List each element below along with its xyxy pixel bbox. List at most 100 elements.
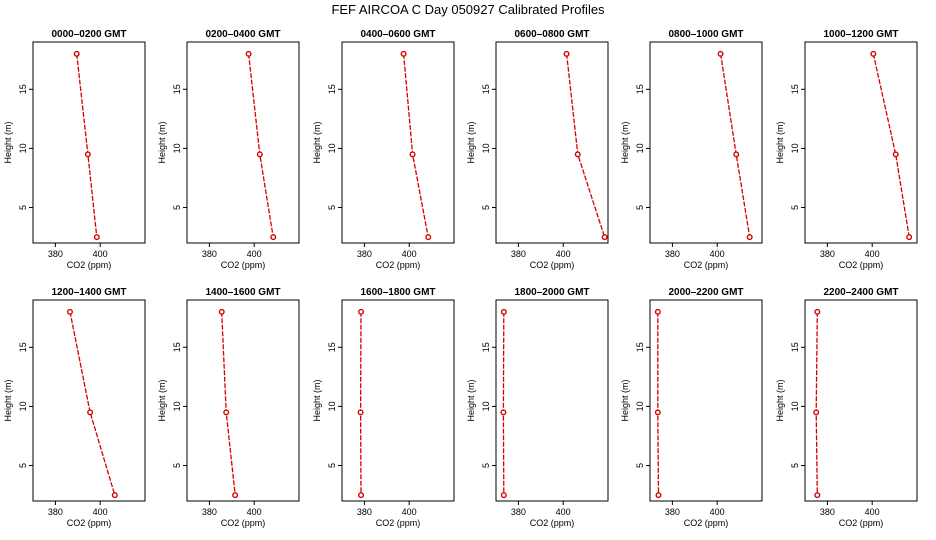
x-axis-label: CO2 (ppm) bbox=[376, 518, 421, 528]
x-axis-label: CO2 (ppm) bbox=[221, 518, 266, 528]
x-axis-label: CO2 (ppm) bbox=[839, 260, 884, 270]
data-point bbox=[500, 308, 507, 315]
data-point bbox=[892, 151, 899, 158]
y-tick-label: 10 bbox=[635, 401, 645, 411]
profile-line bbox=[815, 311, 818, 496]
y-tick-label: 10 bbox=[790, 143, 800, 153]
y-tick-label: 5 bbox=[18, 463, 28, 468]
panel-title: 0600–0800 GMT bbox=[514, 29, 589, 40]
y-tick-label: 10 bbox=[172, 401, 182, 411]
x-tick-label: 380 bbox=[357, 249, 372, 259]
data-point bbox=[409, 151, 416, 158]
y-tick-label: 10 bbox=[790, 401, 800, 411]
x-tick-label: 380 bbox=[357, 507, 372, 517]
profile-panel: 1400–1600 GMT 380 400 5 10 15 CO2 (ppm) Height … bbox=[157, 287, 300, 528]
plot-frame bbox=[804, 299, 918, 502]
y-tick-label: 15 bbox=[327, 84, 337, 94]
y-tick-label: 5 bbox=[635, 205, 645, 210]
plot-frame bbox=[341, 41, 455, 244]
profile-panel: 1000–1200 GMT 380 400 5 10 15 CO2 (ppm) Height … bbox=[775, 29, 918, 270]
x-tick-label: 380 bbox=[820, 507, 835, 517]
data-point bbox=[746, 234, 753, 241]
data-point bbox=[601, 234, 608, 241]
profile-panel: 1800–2000 GMT 380 400 5 10 15 CO2 (ppm) Height … bbox=[466, 287, 609, 528]
y-tick-label: 15 bbox=[635, 342, 645, 352]
x-tick-label: 400 bbox=[865, 507, 880, 517]
profile-line bbox=[402, 53, 429, 238]
panel-title: 0000–0200 GMT bbox=[51, 29, 126, 40]
figure-title: FEF AIRCOA C Day 050927 Calibrated Profi… bbox=[331, 2, 605, 17]
x-tick-label: 400 bbox=[93, 249, 108, 259]
data-point bbox=[270, 234, 277, 241]
y-tick-label: 10 bbox=[327, 401, 337, 411]
data-point bbox=[500, 409, 507, 416]
data-point bbox=[814, 492, 821, 499]
x-axis-label: CO2 (ppm) bbox=[684, 260, 729, 270]
profile-line bbox=[247, 53, 274, 238]
x-axis-label: CO2 (ppm) bbox=[530, 518, 575, 528]
plot-frame bbox=[32, 299, 146, 502]
data-point bbox=[93, 234, 100, 241]
data-point bbox=[84, 151, 91, 158]
y-axis-label: Height (m) bbox=[620, 379, 630, 421]
y-tick-label: 15 bbox=[481, 342, 491, 352]
data-point bbox=[906, 234, 913, 241]
profile-line bbox=[872, 53, 910, 238]
x-tick-label: 400 bbox=[247, 507, 262, 517]
y-tick-label: 5 bbox=[481, 463, 491, 468]
y-axis-label: Height (m) bbox=[620, 121, 630, 163]
profile-line bbox=[657, 311, 660, 496]
plot-frame bbox=[186, 299, 300, 502]
plot-frame bbox=[649, 41, 763, 244]
x-axis-label: CO2 (ppm) bbox=[839, 518, 884, 528]
profile-panel: 2000–2200 GMT 380 400 5 10 15 CO2 (ppm) Height … bbox=[620, 287, 763, 528]
data-point bbox=[223, 409, 230, 416]
x-tick-label: 380 bbox=[202, 249, 217, 259]
x-axis-label: CO2 (ppm) bbox=[376, 260, 421, 270]
y-axis-label: Height (m) bbox=[312, 121, 322, 163]
y-axis-label: Height (m) bbox=[3, 379, 13, 421]
y-tick-label: 15 bbox=[635, 84, 645, 94]
data-point bbox=[400, 50, 407, 57]
panel-title: 2000–2200 GMT bbox=[668, 287, 743, 298]
panel-title: 1400–1600 GMT bbox=[205, 287, 280, 298]
profile-panel: 2200–2400 GMT 380 400 5 10 15 CO2 (ppm) Height … bbox=[775, 287, 918, 528]
panel-title: 0200–0400 GMT bbox=[205, 29, 280, 40]
data-point bbox=[574, 151, 581, 158]
y-axis-label: Height (m) bbox=[775, 121, 785, 163]
profile-line bbox=[221, 311, 236, 496]
data-point bbox=[813, 409, 820, 416]
profile-panel: 0800–1000 GMT 380 400 5 10 15 CO2 (ppm) Height … bbox=[620, 29, 763, 270]
y-tick-label: 5 bbox=[481, 205, 491, 210]
x-tick-label: 380 bbox=[202, 507, 217, 517]
x-axis-label: CO2 (ppm) bbox=[67, 518, 112, 528]
y-tick-label: 5 bbox=[790, 463, 800, 468]
profile-line bbox=[719, 53, 751, 238]
profile-line bbox=[69, 311, 116, 496]
y-tick-label: 15 bbox=[481, 84, 491, 94]
y-tick-label: 5 bbox=[18, 205, 28, 210]
y-tick-label: 10 bbox=[327, 143, 337, 153]
data-point bbox=[87, 409, 94, 416]
x-axis-label: CO2 (ppm) bbox=[684, 518, 729, 528]
x-axis-label: CO2 (ppm) bbox=[221, 260, 266, 270]
y-tick-label: 15 bbox=[18, 342, 28, 352]
x-tick-label: 400 bbox=[402, 249, 417, 259]
data-point bbox=[232, 492, 239, 499]
x-tick-label: 400 bbox=[402, 507, 417, 517]
data-point bbox=[358, 308, 365, 315]
y-tick-label: 15 bbox=[18, 84, 28, 94]
x-tick-label: 380 bbox=[665, 507, 680, 517]
y-axis-label: Height (m) bbox=[466, 121, 476, 163]
data-point bbox=[733, 151, 740, 158]
y-tick-label: 5 bbox=[172, 205, 182, 210]
profile-panel: 0600–0800 GMT 380 400 5 10 15 CO2 (ppm) Height … bbox=[466, 29, 609, 270]
plot-frame bbox=[341, 299, 455, 502]
plot-frame bbox=[495, 299, 609, 502]
panel-title: 1600–1800 GMT bbox=[360, 287, 435, 298]
y-tick-label: 10 bbox=[18, 143, 28, 153]
data-point bbox=[425, 234, 432, 241]
plot-frame bbox=[186, 41, 300, 244]
data-point bbox=[500, 492, 507, 499]
